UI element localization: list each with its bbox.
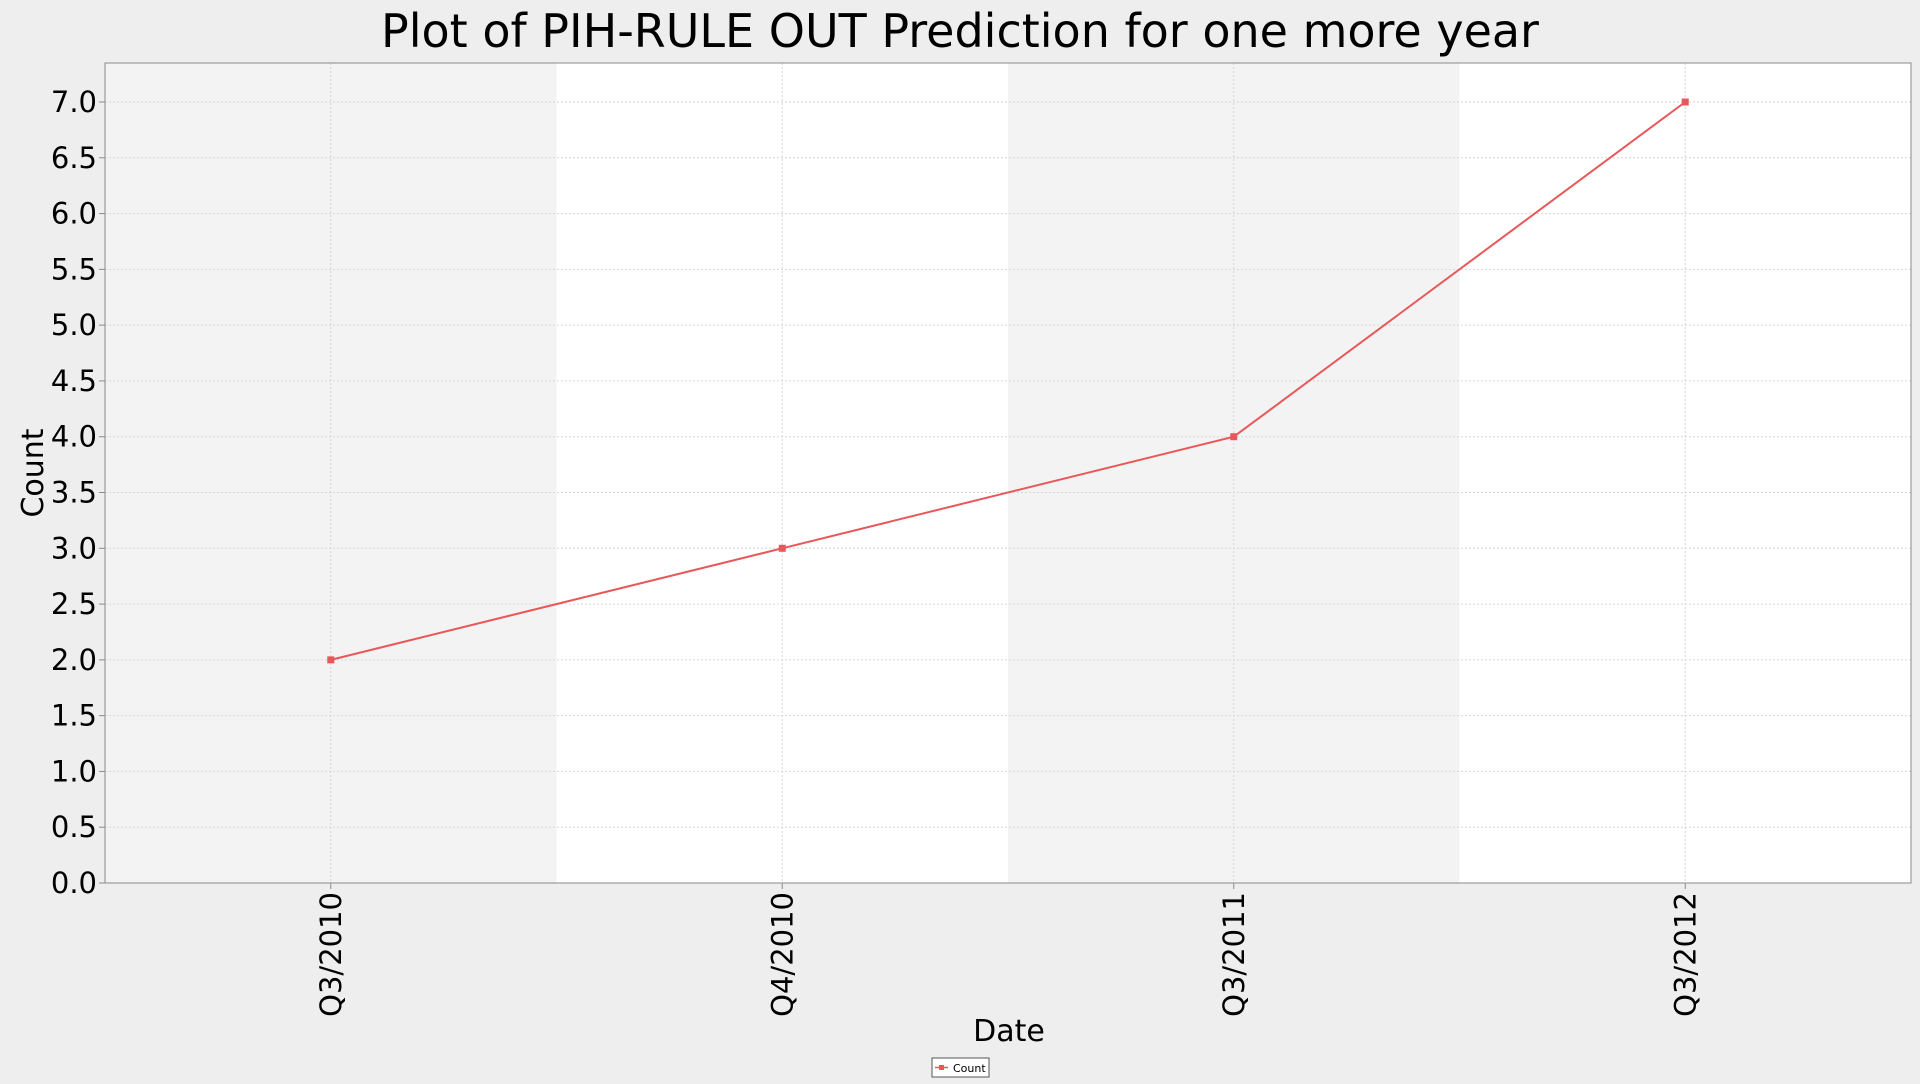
y-tick-label: 0.0 — [51, 866, 97, 900]
y-tick-label: 6.5 — [51, 141, 97, 175]
legend-series-label: Count — [953, 1062, 986, 1075]
y-tick-label: 4.5 — [51, 364, 97, 398]
y-tick-label: 2.0 — [51, 643, 97, 677]
y-tick-label: 1.0 — [51, 754, 97, 788]
x-tick-label: Q4/2010 — [765, 892, 799, 1017]
y-tick-label: 1.5 — [51, 699, 97, 733]
plot-area — [104, 62, 1912, 884]
data-point — [1230, 433, 1238, 441]
x-tick-label: Q3/2011 — [1217, 892, 1251, 1017]
legend: Count — [931, 1057, 990, 1078]
y-tick-label: 6.0 — [51, 197, 97, 231]
y-tick-label: 3.5 — [51, 476, 97, 510]
y-tick-label: 3.0 — [51, 531, 97, 565]
plot-border — [104, 62, 1912, 884]
series-line — [330, 101, 1686, 661]
data-point — [327, 656, 335, 664]
legend-series-marker — [939, 1065, 944, 1070]
data-point — [778, 544, 786, 552]
y-tick-label: 4.0 — [51, 420, 97, 454]
y-axis-label: Count — [16, 428, 51, 517]
x-axis-label: Date — [973, 1014, 1045, 1049]
y-tick-label: 5.0 — [51, 308, 97, 342]
series-layer — [327, 98, 1689, 664]
x-tick-label: Q3/2010 — [314, 892, 348, 1017]
data-point — [1681, 98, 1689, 106]
y-tick-label: 5.5 — [51, 252, 97, 286]
legend-box — [931, 1057, 990, 1078]
y-tick-label: 2.5 — [51, 587, 97, 621]
y-tick-label: 7.0 — [51, 85, 97, 119]
x-tick-label: Q3/2012 — [1668, 892, 1702, 1017]
y-axis: 0.0 0.5 1.0 1.5 2.0 2.5 3.0 3.5 4.0 4.5 5.0 5.5 6.0 6… — [51, 85, 105, 900]
background-bands — [105, 63, 1911, 883]
chart-title: Plot of PIH-RULE OUT Prediction for one … — [381, 4, 1539, 58]
gridlines — [105, 63, 1911, 884]
x-axis: Q3/2010 Q4/2010 Q3/2011 Q3/2012 — [314, 883, 1702, 1017]
y-tick-label: 0.5 — [51, 810, 97, 844]
